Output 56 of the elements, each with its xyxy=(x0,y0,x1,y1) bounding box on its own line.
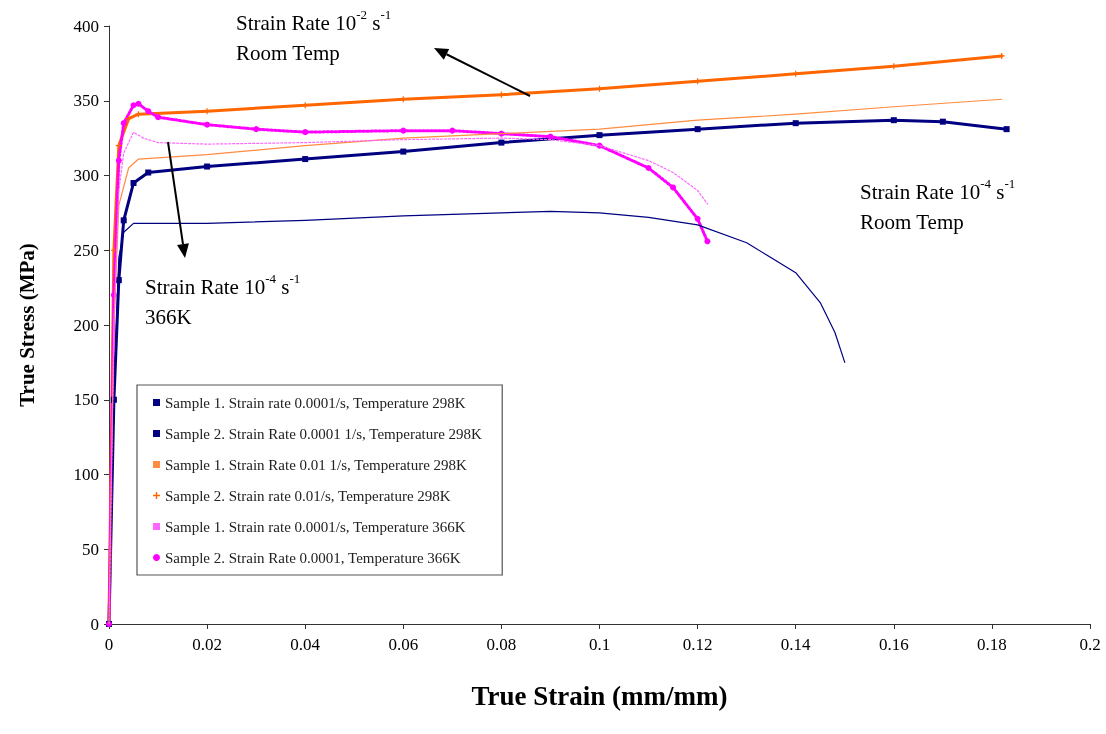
x-tick-label: 0.06 xyxy=(388,635,419,654)
legend-label: Sample 2. Strain rate 0.01/s, Temperature 298K xyxy=(165,487,451,504)
legend-label: Sample 1. Strain rate 0.0001/s, Temperature 298K xyxy=(165,394,466,411)
point xyxy=(120,120,127,127)
x-tick-label: 0.08 xyxy=(486,635,517,654)
legend-label: Sample 2. Strain Rate 0.0001 1/s, Temperature 298K xyxy=(165,425,483,442)
point xyxy=(670,184,677,191)
point xyxy=(115,157,122,164)
point xyxy=(110,247,117,254)
x-axis-title: True Strain (mm/mm) xyxy=(471,680,728,711)
x-tick-label: 0.16 xyxy=(878,635,909,654)
legend-label: Sample 2. Strain Rate 0.0001, Temperature 366K xyxy=(165,549,461,566)
y-axis-title: True Stress (MPa) xyxy=(14,243,39,407)
y-tick-label: 300 xyxy=(73,166,99,185)
x-tick-label: 0.12 xyxy=(682,635,713,654)
x-tick-label: 0.04 xyxy=(290,635,321,654)
y-tick-label: 150 xyxy=(73,390,99,410)
point xyxy=(155,114,162,121)
point xyxy=(939,118,946,125)
point xyxy=(204,163,211,170)
point xyxy=(498,139,505,146)
point xyxy=(145,169,152,176)
point xyxy=(694,215,701,222)
point xyxy=(694,126,701,133)
y-tick-label: 100 xyxy=(73,465,99,484)
x-tick-label: 0.14 xyxy=(780,635,812,654)
x-tick-label: 0 xyxy=(104,635,114,654)
y-tick-label: 350 xyxy=(73,91,99,111)
point xyxy=(400,148,407,155)
x-tick-label: 0.18 xyxy=(977,635,1007,654)
y-tick-label: 250 xyxy=(73,240,99,260)
point xyxy=(302,156,309,163)
point xyxy=(704,238,711,245)
legend-label: Sample 1. Strain rate 0.0001/s, Temperature 366K xyxy=(165,518,466,535)
point xyxy=(302,129,309,136)
x-tick-label: 0.02 xyxy=(192,635,222,654)
x-tick-label: 0.1 xyxy=(588,635,611,654)
point xyxy=(130,179,137,186)
point xyxy=(253,126,260,133)
point xyxy=(596,132,603,139)
x-tick-label: 0.2 xyxy=(1079,635,1101,654)
legend-label: Sample 1. Strain Rate 0.01 1/s, Temperature 298K xyxy=(165,456,468,473)
y-tick-label: 200 xyxy=(73,315,99,335)
point xyxy=(135,100,142,107)
point xyxy=(449,127,456,134)
point xyxy=(400,127,407,134)
point xyxy=(890,117,897,124)
point xyxy=(204,121,211,128)
point xyxy=(645,165,652,172)
y-tick-label: 50 xyxy=(82,539,99,559)
point xyxy=(120,217,127,224)
point xyxy=(792,120,799,127)
y-tick-label: 0 xyxy=(90,614,99,634)
y-tick-label: 400 xyxy=(73,16,99,36)
point xyxy=(1003,126,1010,133)
point xyxy=(145,108,152,115)
